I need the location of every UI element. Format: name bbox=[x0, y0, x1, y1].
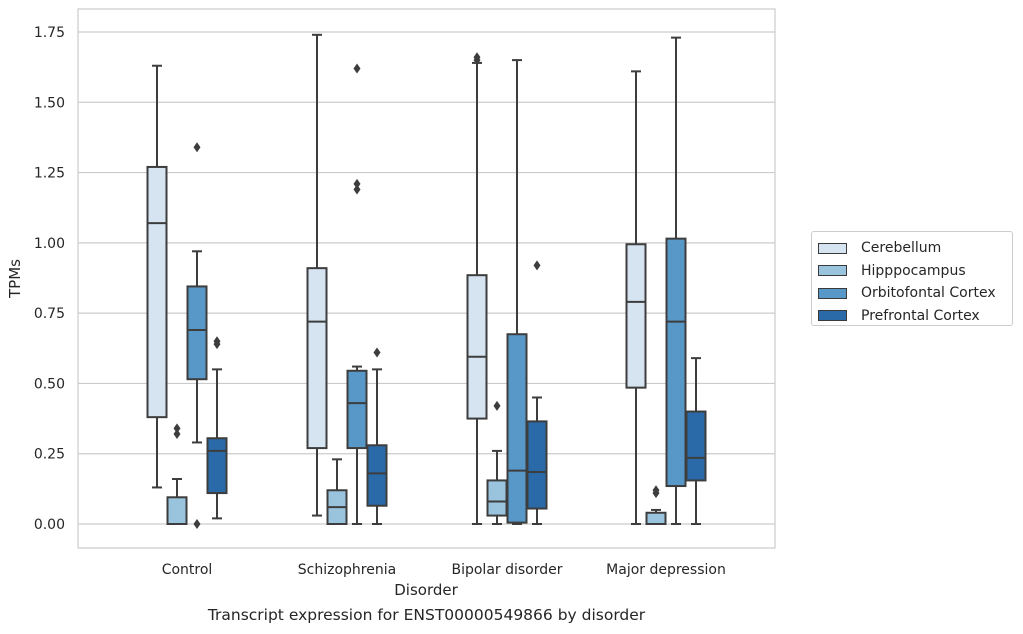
box-prefrontal-cortex bbox=[685, 357, 707, 525]
legend-item: Cerebellum bbox=[818, 237, 1012, 260]
box-cerebellum bbox=[146, 64, 168, 489]
outlier-point bbox=[353, 63, 361, 74]
box-prefrontal-cortex bbox=[206, 336, 228, 520]
legend-item: Hipppocampus bbox=[818, 260, 1012, 283]
x-tick-label: Major depression bbox=[606, 562, 726, 578]
y-tick-label: 1.75 bbox=[34, 25, 65, 41]
x-tick-label: Bipolar disorder bbox=[451, 562, 562, 578]
box-orbitofontal-cortex bbox=[346, 63, 368, 525]
box-prefrontal-cortex bbox=[526, 260, 548, 525]
box-hipppocampus bbox=[166, 423, 188, 526]
outlier-point bbox=[373, 347, 381, 358]
box-prefrontal-cortex bbox=[366, 347, 388, 525]
y-tick-label: 1.25 bbox=[34, 166, 65, 182]
outlier-point bbox=[193, 142, 201, 153]
box-body bbox=[306, 267, 328, 450]
box-body bbox=[486, 479, 508, 517]
y-tick-label: 1.00 bbox=[34, 236, 65, 252]
box-hipppocampus bbox=[486, 400, 508, 525]
box-body bbox=[206, 437, 228, 495]
box-body bbox=[685, 410, 707, 482]
legend: Cerebellum Hipppocampus Orbitofontal Corte… bbox=[811, 231, 1013, 326]
box-body bbox=[665, 237, 687, 488]
y-tick-label: 0.50 bbox=[34, 376, 65, 392]
box-body bbox=[625, 243, 647, 389]
box-hipppocampus bbox=[645, 485, 667, 525]
outlier-point bbox=[213, 339, 221, 350]
x-tick-label: Control bbox=[162, 562, 213, 578]
legend-label: Orbitofontal Cortex bbox=[861, 285, 996, 302]
legend-label: Cerebellum bbox=[861, 240, 942, 257]
box-body bbox=[466, 274, 488, 420]
box-cerebellum bbox=[466, 52, 488, 525]
legend-item: Prefrontal Cortex bbox=[818, 305, 1012, 328]
legend-swatch bbox=[818, 265, 847, 277]
box-orbitofontal-cortex bbox=[665, 36, 687, 525]
box-orbitofontal-cortex bbox=[506, 59, 528, 525]
legend-swatch bbox=[818, 287, 847, 299]
y-tick-label: 0.75 bbox=[34, 306, 65, 322]
box-body bbox=[186, 285, 208, 381]
legend-label: Hipppocampus bbox=[861, 262, 966, 279]
legend-item: Orbitofontal Cortex bbox=[818, 282, 1012, 305]
outlier-point bbox=[353, 178, 361, 189]
box-body bbox=[166, 496, 188, 526]
legend-label: Prefrontal Cortex bbox=[861, 307, 980, 324]
x-axis-label: Disorder bbox=[394, 581, 458, 599]
outlier-point bbox=[193, 519, 201, 529]
box-body bbox=[146, 165, 168, 419]
outlier-point bbox=[173, 429, 181, 440]
outlier-point bbox=[353, 184, 361, 195]
box-body bbox=[506, 333, 528, 524]
outlier-point bbox=[473, 55, 481, 66]
outlier-point bbox=[652, 488, 660, 499]
y-axis-label: TPMs bbox=[6, 259, 24, 299]
y-tick-label: 0.25 bbox=[34, 447, 65, 463]
y-tick-label: 0.00 bbox=[34, 517, 65, 533]
box-body bbox=[346, 369, 368, 450]
outlier-point bbox=[493, 400, 501, 411]
box-body bbox=[366, 444, 388, 507]
box-body bbox=[645, 511, 667, 525]
box-cerebellum bbox=[625, 70, 647, 525]
box-hipppocampus bbox=[326, 458, 348, 525]
legend-swatch bbox=[818, 310, 847, 322]
figure-caption: Transcript expression for ENST0000054986… bbox=[207, 606, 646, 624]
outlier-point bbox=[533, 260, 541, 271]
y-tick-label: 1.50 bbox=[34, 95, 65, 111]
box-cerebellum bbox=[306, 33, 328, 517]
legend-swatch bbox=[818, 242, 847, 254]
outlier-point bbox=[173, 423, 181, 434]
box-orbitofontal-cortex bbox=[186, 142, 208, 529]
plot-frame bbox=[77, 8, 776, 549]
x-tick-label: Schizophrenia bbox=[298, 562, 396, 578]
box-body bbox=[526, 420, 548, 510]
